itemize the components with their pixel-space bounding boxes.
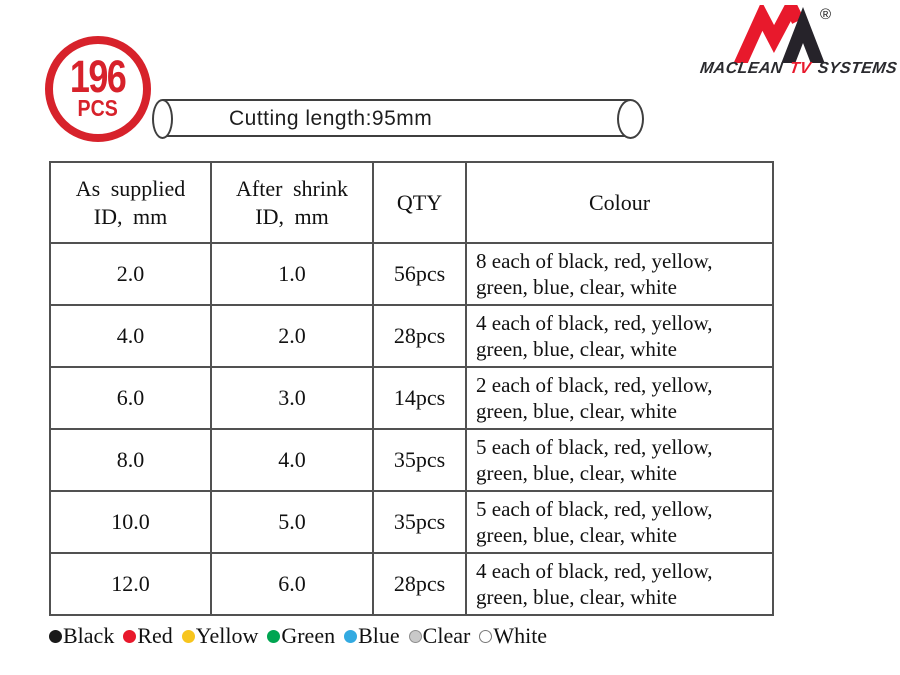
cell-qty: 28pcs: [372, 552, 467, 616]
spec-table: As supplied ID, mm After shrink ID, mm Q…: [49, 161, 774, 616]
table-row: 12.0 6.0 28pcs 4 each of black, red, yel…: [49, 552, 774, 616]
cell-colour: 5 each of black, red, yellow, green, blu…: [465, 428, 774, 492]
legend-label: White: [493, 623, 548, 648]
legend-label: Red: [137, 623, 173, 648]
cell-qty: 14pcs: [372, 366, 467, 430]
header-colour: Colour: [465, 161, 774, 244]
cell-as-supplied: 6.0: [49, 366, 212, 430]
cell-after-shrink: 6.0: [210, 552, 374, 616]
tube-left-end: [152, 99, 173, 139]
table-row: 4.0 2.0 28pcs 4 each of black, red, yell…: [49, 304, 774, 368]
cell-as-supplied: 2.0: [49, 242, 212, 306]
table-row: 10.0 5.0 35pcs 5 each of black, red, yel…: [49, 490, 774, 554]
cell-after-shrink: 2.0: [210, 304, 374, 368]
cell-after-shrink: 1.0: [210, 242, 374, 306]
table-row: 6.0 3.0 14pcs 2 each of black, red, yell…: [49, 366, 774, 430]
green-dot-icon: [267, 629, 281, 643]
blue-dot-icon: [344, 629, 358, 643]
header-after-shrink: After shrink ID, mm: [210, 161, 374, 244]
tube-illustration: Cutting length:95mm: [152, 99, 644, 139]
piece-count-unit: PCS: [77, 95, 119, 122]
header-qty: QTY: [372, 161, 467, 244]
cell-qty: 35pcs: [372, 428, 467, 492]
legend-item-yellow: Yellow: [181, 623, 259, 649]
legend-label: Green: [281, 623, 336, 648]
maclean-m-logo-icon: ®: [733, 5, 831, 63]
cell-as-supplied: 8.0: [49, 428, 212, 492]
black-dot-icon: [49, 629, 62, 643]
brand-tv: TV: [788, 60, 813, 77]
legend-item-green: Green: [267, 623, 335, 649]
legend-item-white: White: [479, 623, 547, 649]
cell-qty: 28pcs: [372, 304, 467, 368]
legend-item-blue: Blue: [344, 623, 400, 649]
brand-suffix: SYSTEMS: [816, 60, 899, 77]
brand-name: MACLEAN: [698, 60, 785, 77]
table-row: 2.0 1.0 56pcs 8 each of black, red, yell…: [49, 242, 774, 306]
cell-colour: 5 each of black, red, yellow, green, blu…: [465, 490, 774, 554]
clear-dot-icon: [408, 629, 422, 643]
red-dot-icon: [123, 629, 137, 643]
legend-item-clear: Clear: [408, 623, 471, 649]
legend-label: Blue: [358, 623, 400, 648]
cell-colour: 8 each of black, red, yellow, green, blu…: [465, 242, 774, 306]
table-row: 8.0 4.0 35pcs 5 each of black, red, yell…: [49, 428, 774, 492]
cell-as-supplied: 10.0: [49, 490, 212, 554]
legend-item-black: Black: [49, 623, 114, 649]
piece-count-value: 196: [70, 50, 127, 102]
piece-count-badge: 196 PCS: [45, 36, 151, 142]
cell-as-supplied: 4.0: [49, 304, 212, 368]
yellow-dot-icon: [181, 629, 195, 643]
cell-colour: 2 each of black, red, yellow, green, blu…: [465, 366, 774, 430]
cell-after-shrink: 3.0: [210, 366, 374, 430]
brand-wordmark: MACLEAN TV SYSTEMS: [698, 60, 899, 78]
legend-label: Black: [63, 623, 115, 648]
tube-right-end: [617, 99, 644, 139]
cell-colour: 4 each of black, red, yellow, green, blu…: [465, 552, 774, 616]
legend-label: Yellow: [195, 623, 259, 648]
cell-as-supplied: 12.0: [49, 552, 212, 616]
legend-item-red: Red: [123, 623, 173, 649]
cell-colour: 4 each of black, red, yellow, green, blu…: [465, 304, 774, 368]
legend-label: Clear: [422, 623, 471, 648]
white-dot-icon: [479, 629, 493, 643]
cell-after-shrink: 4.0: [210, 428, 374, 492]
cell-qty: 56pcs: [372, 242, 467, 306]
cell-qty: 35pcs: [372, 490, 467, 554]
registered-mark: ®: [820, 6, 831, 23]
cell-after-shrink: 5.0: [210, 490, 374, 554]
colour-legend: Black Red Yellow Green Blue Clear White: [49, 623, 556, 649]
header-as-supplied: As supplied ID, mm: [49, 161, 212, 244]
cutting-length-label: Cutting length:95mm: [229, 107, 433, 130]
table-header-row: As supplied ID, mm After shrink ID, mm Q…: [49, 161, 774, 244]
